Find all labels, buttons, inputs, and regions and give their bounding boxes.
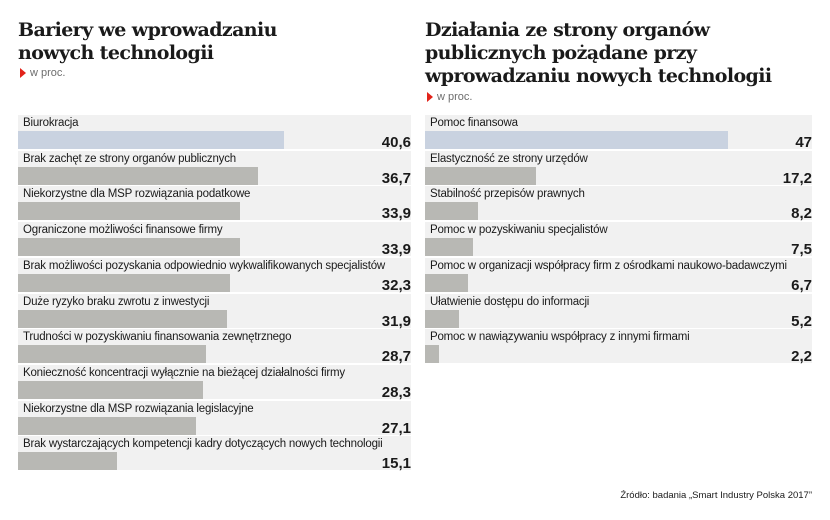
category-label: Elastyczność ze strony urzędów — [430, 152, 588, 165]
value-label: 6,7 — [791, 276, 812, 294]
bar-row: Elastyczność ze strony urzędów 17,2 — [425, 150, 812, 187]
row-background — [425, 293, 812, 328]
value-label: 31,9 — [381, 312, 411, 330]
bar-row: Niekorzystne dla MSP rozwiązania podatko… — [18, 186, 411, 223]
category-label: Brak możliwości pozyskania odpowiednio w… — [23, 259, 386, 272]
right-chart-unit-label: w proc. — [437, 91, 473, 103]
category-label: Niekorzystne dla MSP rozwiązania legisla… — [23, 402, 254, 415]
value-label: 5,2 — [791, 312, 812, 330]
value-label: 40,6 — [381, 134, 411, 151]
red-triangle-icon — [20, 68, 26, 78]
row-background — [425, 257, 812, 292]
bar — [18, 202, 241, 221]
bar — [425, 273, 469, 292]
bar-row: Ułatwienie dostępu do informacji 5,2 — [425, 293, 812, 330]
value-label: 28,3 — [381, 383, 411, 401]
category-label: Brak zachęt ze strony organów publicznyc… — [23, 152, 236, 165]
bar — [18, 131, 284, 149]
value-label: 15,1 — [381, 455, 411, 473]
right-chart-panel: Pomoc finansowa 47 Elastyczność ze strony … — [425, 115, 812, 367]
bar — [18, 238, 241, 257]
left-chart-unit-label: w proc. — [30, 67, 66, 79]
category-label: Stabilność przepisów prawnych — [430, 188, 585, 201]
row-background — [425, 222, 812, 257]
bar-row: Pomoc w pozyskiwaniu specjalistów 7,5 — [425, 222, 812, 259]
bar-row: Brak możliwości pozyskania odpowiednio w… — [18, 257, 411, 294]
right-chart-title: Działania ze strony organów publicznych … — [425, 19, 772, 87]
bar — [425, 202, 478, 221]
bar-row: Trudności w pozyskiwaniu finansowania ze… — [18, 329, 411, 366]
bar — [425, 238, 474, 257]
value-label: 36,7 — [381, 169, 411, 187]
category-label: Ograniczone możliwości finansowe firmy — [23, 224, 223, 237]
bar — [18, 166, 259, 185]
bar-row: Pomoc finansowa 47 — [425, 115, 812, 151]
bar-row: Ograniczone możliwości finansowe firmy 33… — [18, 222, 411, 259]
source-note: Źródło: badania „Smart Industry Polska 2… — [620, 490, 812, 501]
row-background — [425, 329, 812, 364]
category-label: Duże ryzyko braku zwrotu z inwestycji — [23, 295, 210, 308]
bar-row: Niekorzystne dla MSP rozwiązania legisla… — [18, 400, 411, 437]
bar — [18, 380, 204, 399]
value-label: 7,5 — [791, 241, 812, 259]
bar — [425, 131, 729, 149]
category-label: Pomoc w nawiązywaniu współpracy z innymi… — [430, 331, 690, 344]
value-label: 33,9 — [381, 241, 411, 259]
value-label: 32,3 — [381, 276, 411, 294]
bar-row: Konieczność koncentracji wyłącznie na bi… — [18, 364, 411, 401]
row-background — [425, 186, 812, 221]
bar-row: Stabilność przepisów prawnych 8,2 — [425, 186, 812, 223]
bar-row: Brak zachęt ze strony organów publicznyc… — [18, 150, 411, 187]
category-label: Pomoc w organizacji współpracy firm z oś… — [430, 259, 787, 272]
category-label: Konieczność koncentracji wyłącznie na bi… — [23, 366, 345, 379]
bar-row: Pomoc w nawiązywaniu współpracy z innymi… — [425, 329, 812, 366]
value-label: 28,7 — [381, 348, 411, 366]
category-label: Brak wystarczających kompetencji kadry d… — [23, 438, 383, 451]
bar-row: Brak wystarczających kompetencji kadry d… — [18, 436, 411, 473]
category-label: Pomoc finansowa — [430, 117, 518, 129]
bar — [18, 345, 206, 364]
value-label: 27,1 — [381, 419, 411, 437]
red-triangle-icon — [427, 92, 433, 102]
bar — [425, 345, 440, 364]
bar — [425, 166, 536, 185]
left-chart-title: Bariery we wprowadzaniu nowych technolog… — [18, 19, 277, 64]
bar — [18, 309, 227, 328]
category-label: Pomoc w pozyskiwaniu specjalistów — [430, 224, 608, 237]
right-chart-unit: w proc. — [427, 91, 472, 103]
category-label: Biurokracja — [23, 117, 79, 129]
bar-row: Pomoc w organizacji współpracy firm z oś… — [425, 257, 812, 294]
left-chart-panel: Biurokracja 40,6 Brak zachęt ze strony org… — [18, 115, 411, 475]
value-label: 47 — [795, 134, 812, 151]
bar-row: Duże ryzyko braku zwrotu z inwestycji 31,… — [18, 293, 411, 330]
value-label: 33,9 — [381, 205, 411, 223]
value-label: 2,2 — [791, 348, 812, 366]
bar — [425, 309, 459, 328]
bar — [18, 416, 196, 435]
left-chart-unit: w proc. — [20, 67, 65, 79]
category-label: Niekorzystne dla MSP rozwiązania podatko… — [23, 188, 251, 201]
bar — [18, 273, 230, 292]
category-label: Ułatwienie dostępu do informacji — [430, 295, 590, 308]
bar — [18, 452, 117, 471]
category-label: Trudności w pozyskiwaniu finansowania ze… — [23, 331, 292, 344]
value-label: 8,2 — [791, 205, 812, 223]
value-label: 17,2 — [782, 169, 812, 187]
bar-row: Biurokracja 40,6 — [18, 115, 411, 151]
